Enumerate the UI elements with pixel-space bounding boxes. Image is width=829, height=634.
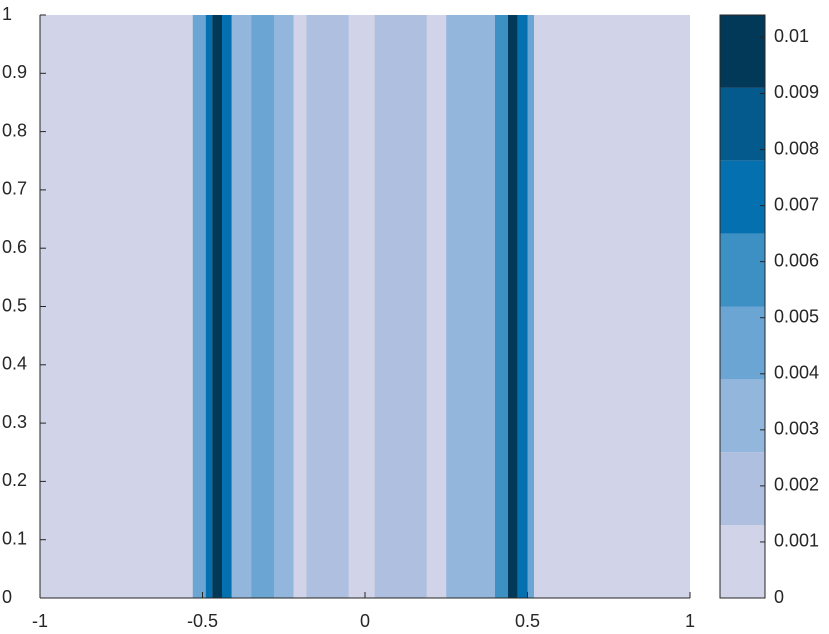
colorbar-tick-label: 0 [774,587,784,607]
contour-band [212,15,222,598]
colorbar-tick-label: 0.007 [774,194,819,214]
colorbar-tick-label: 0.004 [774,363,819,383]
y-tick-label: 0.3 [2,412,27,432]
colorbar-tick-label: 0.003 [774,419,819,439]
y-tick-label: 0.7 [2,179,27,199]
y-tick-label: 0.6 [2,237,27,257]
colorbar-band [720,306,765,380]
y-tick-label: 0.5 [2,295,27,315]
colorbar-band [720,160,765,234]
colorbar-band [720,452,765,526]
x-tick-label: -1 [32,611,48,631]
contour-band [251,15,274,598]
x-tick-label: -0.5 [187,611,218,631]
colorbar-tick-label: 0.009 [774,82,819,102]
colorbar-tick-label: 0.002 [774,475,819,495]
contour-band [508,15,518,598]
y-tick-label: 0.9 [2,62,27,82]
contour-band [348,15,375,598]
colorbar-band [720,15,765,88]
colorbar-band [720,379,765,453]
contour-band [374,15,427,598]
contour-band [306,15,349,598]
x-tick-label: 0.5 [515,611,540,631]
x-tick-label: 1 [685,611,695,631]
y-tick-label: 0.8 [2,120,27,140]
y-tick-label: 0.4 [2,354,27,374]
colorbar-tick-label: 0.01 [774,26,809,46]
contour-band [517,15,528,598]
colorbar-frame [719,14,766,599]
contour-band [495,15,508,598]
colorbar-tick-label: 0.006 [774,250,819,270]
y-tick-label: 0.2 [2,470,27,490]
contour-band [192,15,206,598]
contour-band [426,15,447,598]
y-tick-label: 0 [2,587,12,607]
contour-band [205,15,213,598]
contour-band [274,15,294,598]
colorbar-band [720,233,765,307]
contour-band [293,15,307,598]
contour-band [231,15,252,598]
colorbar-band [720,525,765,598]
contour-band [222,15,232,598]
x-tick-label: 0 [360,611,370,631]
colorbar-tick-label: 0.001 [774,531,819,551]
y-tick-label: 0.1 [2,528,27,548]
contour-band [446,15,495,598]
contour-band [527,15,534,598]
y-tick-label: 1 [2,4,12,24]
colorbar-tick-label: 0.008 [774,138,819,158]
colorbar-tick-label: 0.005 [774,306,819,326]
colorbar-band [720,87,765,161]
